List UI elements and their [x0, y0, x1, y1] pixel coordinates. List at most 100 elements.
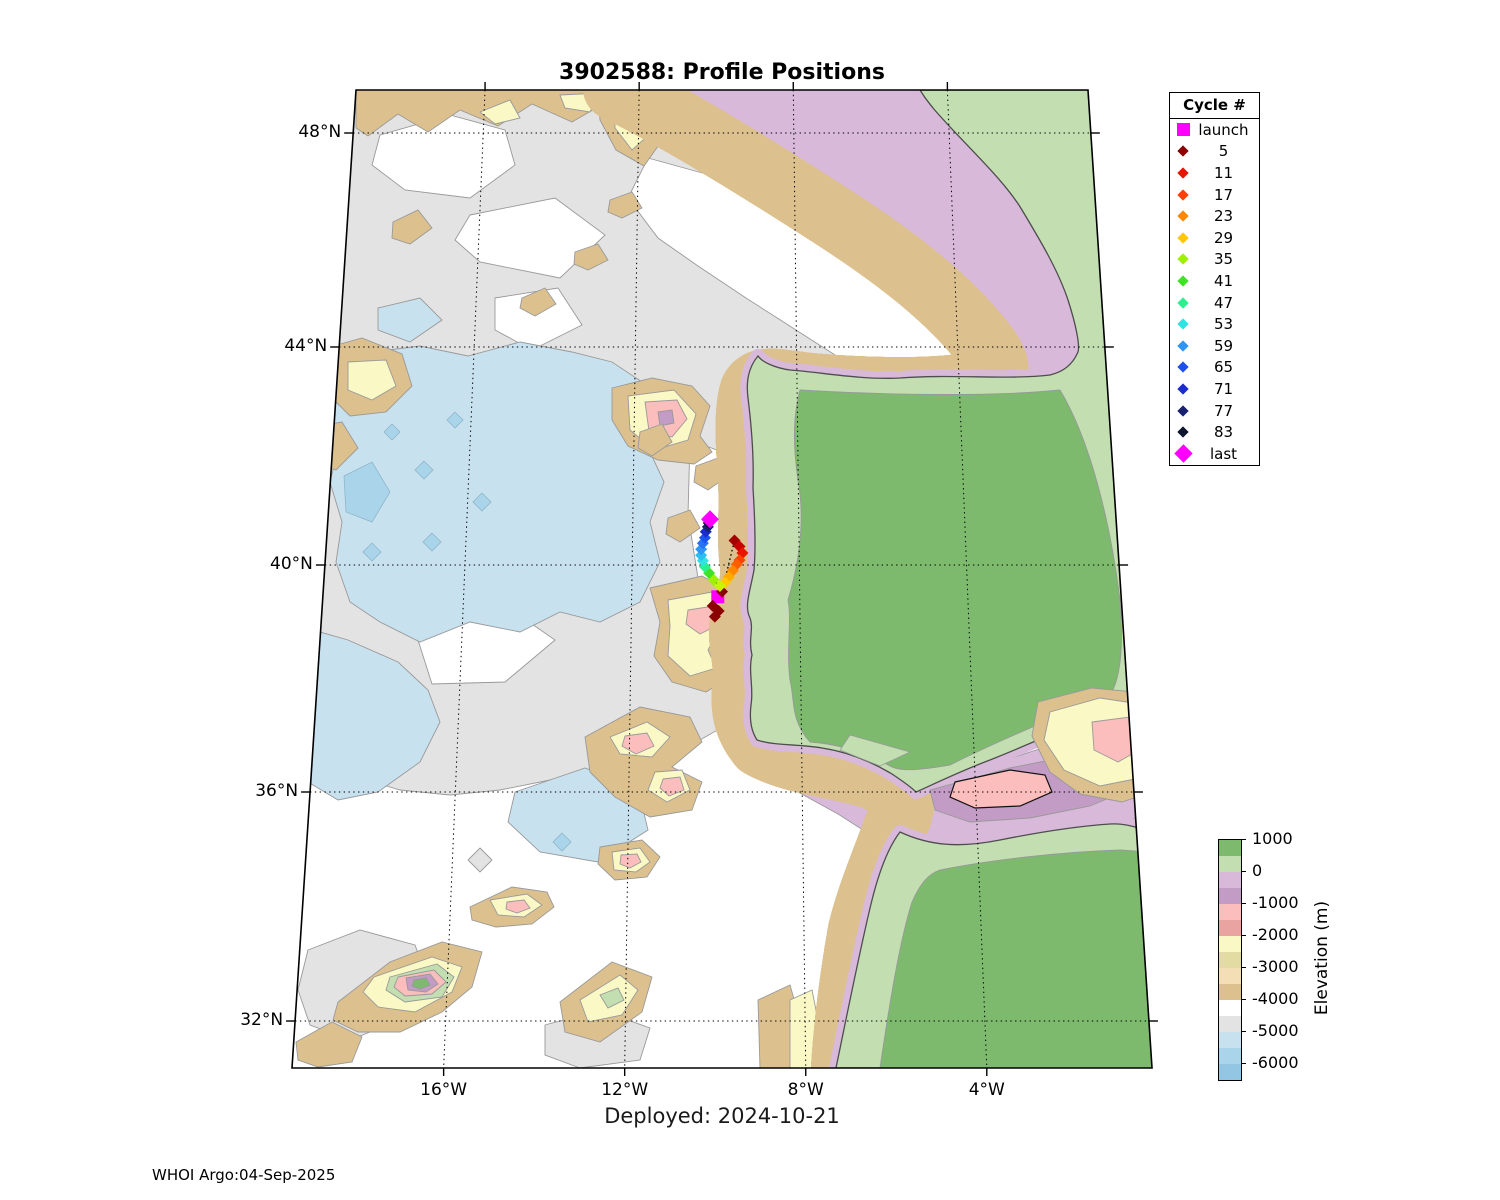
seamount-clusters [295, 90, 821, 1068]
plot-title: 3902588: Profile Positions [559, 60, 885, 85]
colorbar-segment [1219, 872, 1241, 888]
colorbar-tick-label: 0 [1252, 861, 1263, 881]
lat-tick-label: 40°N [270, 554, 313, 574]
colorbar-tick-label: -6000 [1252, 1053, 1299, 1073]
valley-lowland [839, 734, 912, 767]
colorbar-segment [1219, 984, 1241, 1000]
colorbar-tick [1241, 999, 1246, 1001]
diamond-marker-icon [1177, 275, 1189, 287]
legend-entry-11: 11 [1170, 162, 1259, 184]
colorbar-tick [1241, 967, 1246, 969]
float-track [695, 510, 749, 623]
map-border [291, 89, 1153, 1069]
colorbar-tick [1241, 871, 1246, 873]
legend-entry-launch: launch [1170, 119, 1259, 141]
colorbar-tick [1241, 839, 1246, 841]
diamond-marker-icon [1177, 145, 1189, 158]
legend-entry-label: 11 [1213, 163, 1234, 182]
colorbar-segment [1219, 856, 1241, 872]
colorbar-segment [1219, 920, 1241, 936]
spain-highlands [787, 389, 1122, 771]
colorbar-segment [1219, 968, 1241, 984]
credit-text: WHOI Argo:04-Sep-2025 [152, 1166, 336, 1184]
colorbar [1218, 839, 1242, 1081]
legend-entry-label: 77 [1213, 401, 1234, 420]
lon-tick-label: 16°W [420, 1080, 468, 1100]
colorbar-segment [1219, 888, 1241, 904]
legend-entry-65: 65 [1170, 357, 1259, 379]
diamond-marker-icon [1177, 253, 1189, 266]
legend-entry-label: 41 [1213, 271, 1234, 290]
colorbar-tick-label: -4000 [1252, 989, 1299, 1009]
colorbar-tick-label: 1000 [1252, 829, 1293, 849]
map-art [292, 90, 1152, 1068]
colorbar-segment [1219, 1016, 1241, 1032]
diamond-marker-icon [1177, 426, 1189, 438]
diamond-marker-icon [1177, 210, 1189, 222]
legend-entry-label: 29 [1213, 228, 1234, 247]
lon-tick-label: 8°W [787, 1080, 824, 1100]
legend-entry-5: 5 [1170, 141, 1259, 163]
colorbar-segment [1219, 1048, 1241, 1064]
colorbar-axis-label: Elevation (m) [1312, 900, 1332, 1016]
deployed-date: Deployed: 2024-10-21 [604, 1104, 840, 1128]
legend-entry-83: 83 [1170, 421, 1259, 443]
legend-entries: launch 5 11 17 23 29 35 41 47 53 59 65 71 77 83 last [1170, 119, 1259, 465]
legend-entry-label: 71 [1213, 379, 1234, 398]
diamond-marker-icon [1177, 404, 1189, 417]
alboran-basin-core [949, 769, 1053, 809]
diamond-marker-icon [1177, 383, 1189, 395]
colorbar-segment [1219, 1000, 1241, 1016]
legend-entry-last: last [1170, 443, 1259, 465]
legend-entry-53: 53 [1170, 313, 1259, 335]
lat-tick-label: 32°N [240, 1010, 284, 1030]
colorbar-tick-label: -3000 [1252, 957, 1299, 977]
colorbar-segment [1219, 936, 1241, 952]
legend-entry-label: 65 [1213, 358, 1234, 377]
legend-box: Cycle # launch 5 11 17 23 29 35 41 47 53 59 65 71 77 8… [1169, 92, 1260, 466]
legend-entry-47: 47 [1170, 292, 1259, 314]
legend-entry-59: 59 [1170, 335, 1259, 357]
diamond-marker-icon [1177, 232, 1189, 244]
legend-entry-29: 29 [1170, 227, 1259, 249]
square-marker-icon [1176, 123, 1190, 137]
diamond-marker-icon [1177, 361, 1189, 373]
colorbar-tick-label: -1000 [1252, 893, 1299, 913]
big-diamond-marker-icon [1173, 444, 1193, 463]
colorbar-segment [1219, 1064, 1241, 1080]
legend-entry-17: 17 [1170, 184, 1259, 206]
colorbar-tick [1241, 1063, 1246, 1065]
diamond-marker-icon [1177, 188, 1189, 201]
legend-entry-41: 41 [1170, 270, 1259, 292]
profile-marker-32 [713, 579, 726, 592]
legend-entry-label: 17 [1213, 185, 1234, 204]
gray-patch [467, 847, 493, 873]
colorbar-tick-label: -5000 [1252, 1021, 1299, 1041]
colorbar-tick [1241, 935, 1246, 937]
legend-entry-label: 23 [1213, 207, 1234, 226]
legend-entry-35: 35 [1170, 249, 1259, 271]
legend-entry-label: last [1209, 444, 1238, 463]
legend-entry-label: 53 [1213, 315, 1234, 334]
colorbar-segment [1219, 1032, 1241, 1048]
morocco-highlands [879, 849, 1152, 1068]
legend-entry-71: 71 [1170, 378, 1259, 400]
legend-title: Cycle # [1170, 93, 1259, 119]
legend-entry-label: 59 [1213, 336, 1234, 355]
white-plains [371, 114, 999, 685]
graticule [295, 90, 1149, 1068]
legend-entry-label: 83 [1213, 423, 1234, 442]
colorbar-segment [1219, 952, 1241, 968]
legend-entry-23: 23 [1170, 205, 1259, 227]
lon-tick-label: 12°W [601, 1080, 649, 1100]
colorbar-tick [1241, 1031, 1246, 1033]
legend-entry-77: 77 [1170, 400, 1259, 422]
colorbar-segment [1219, 904, 1241, 920]
lat-tick-label: 48°N [298, 122, 342, 142]
axis-ticks [286, 82, 1158, 1076]
lon-tick-label: 4°W [968, 1080, 1005, 1100]
colorbar-tick-label: -2000 [1252, 925, 1299, 945]
lat-tick-label: 36°N [255, 781, 299, 801]
